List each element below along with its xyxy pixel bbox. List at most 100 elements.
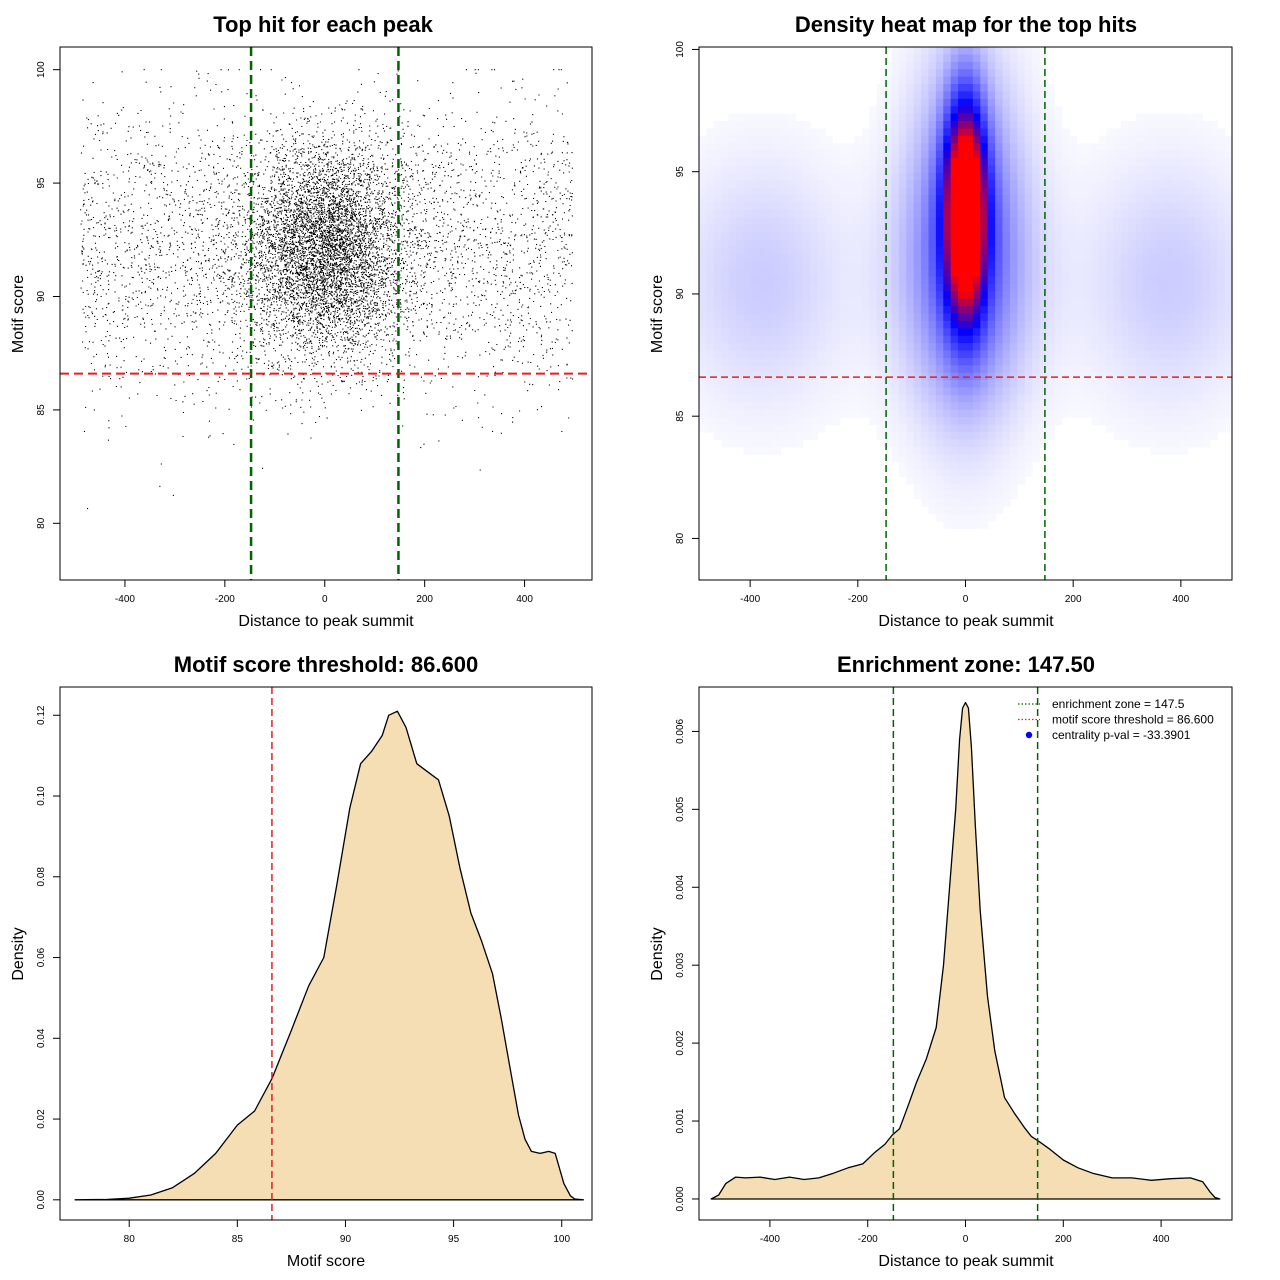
heatmap-cell [795,261,804,270]
score-density-y-tick-label: 0.00 [36,1190,47,1210]
heatmap-cell [1054,313,1063,322]
scatter-plot-frame [59,46,593,581]
heatmap-cell [1120,195,1129,204]
heatmap-cell [787,195,796,204]
heatmap-cell [832,187,841,196]
heatmap-cell [1143,165,1152,174]
heatmap-cell [699,402,707,411]
heatmap-cell [810,150,819,159]
heatmap-cell [1187,232,1196,241]
heatmap-cell [1128,283,1137,292]
heatmap-cell [1150,276,1159,285]
heatmap-cell [869,165,878,174]
heatmap-cell [854,224,863,233]
heatmap-cell [987,269,996,278]
heatmap-cell [943,202,952,211]
heatmap-cell [972,143,981,152]
heatmap-cell [1157,394,1166,403]
heatmap-cell [1172,380,1181,389]
heatmap-cell [854,380,863,389]
heatmap-cell [1032,446,1041,455]
heatmap-cell [839,320,848,329]
heatmap-cell [706,217,715,226]
heatmap-cell [958,217,967,226]
heatmap-cell [1187,380,1196,389]
distance-density-x-tick-label: -200 [858,1234,878,1245]
heatmap-cell [884,165,893,174]
heatmap-cell [721,187,730,196]
heatmap-cell [854,209,863,218]
heatmap-cell [847,343,856,352]
heatmap-cell [1157,232,1166,241]
heatmap-cell [1165,431,1174,440]
heatmap-cell [743,357,752,366]
heatmap-cell [869,350,878,359]
scatter-point [80,69,574,510]
heatmap-cell [972,202,981,211]
heatmap-cell [1180,380,1189,389]
heatmap-cell [773,350,782,359]
heatmap-cell [913,461,922,470]
heatmap-cell [1024,143,1033,152]
heatmap-cell [987,476,996,485]
heatmap-cell [787,320,796,329]
heatmap-cell [935,47,944,55]
heatmap-cell [1180,172,1189,181]
heatmap-cell [913,328,922,337]
heatmap-cell [1224,417,1233,426]
heatmap-cell [1091,276,1100,285]
heatmap-cell [1224,261,1233,270]
heatmap-cell [1054,335,1063,344]
heatmap-cell [817,172,826,181]
heatmap-cell [958,232,967,241]
heatmap-cell [987,143,996,152]
heatmap-cell [832,417,841,426]
heatmap-cell [884,439,893,448]
heatmap-cell [765,387,774,396]
heatmap-cell [1209,365,1218,374]
heatmap-cell [1224,298,1233,307]
heatmap-cell [1076,261,1085,270]
heatmap-cell [921,350,930,359]
scatter-title: Top hit for each peak [213,12,433,37]
heatmap-cell [913,283,922,292]
heatmap-cell [713,232,722,241]
heatmap-cell [1002,306,1011,315]
heatmap-cell [898,202,907,211]
heatmap-cell [891,350,900,359]
heatmap-cell [913,439,922,448]
heatmap-cell [958,372,967,381]
heatmap-cell [898,54,907,63]
heatmap-cell [706,269,715,278]
heatmap-cell [824,357,833,366]
heatmap-cell [876,180,885,189]
heatmap-cell [898,402,907,411]
heatmap-cell [972,128,981,137]
heatmap-cell [750,365,759,374]
heatmap-cell [1113,202,1122,211]
heatmap-cell [721,246,730,255]
heatmap-cell [1009,439,1018,448]
heatmap-cell [869,180,878,189]
heatmap-cell [1039,298,1048,307]
heatmap-cell [972,217,981,226]
heatmap-cell [795,135,804,144]
heatmap-cell [1120,357,1129,366]
heatmap-cell [773,135,782,144]
heatmap-cell [980,187,989,196]
heatmap-cell [869,143,878,152]
heatmap-cell [1187,254,1196,263]
heatmap-cell [1194,187,1203,196]
heatmap-cell [884,143,893,152]
heatmap-cell [787,350,796,359]
heatmap-cell [1069,135,1078,144]
heatmap-cell [972,165,981,174]
heatmap-cell [913,61,922,70]
heatmap-cell [995,195,1004,204]
heatmap-cell [787,291,796,300]
heatmap-cell [1224,409,1233,418]
heatmap-cell [1083,283,1092,292]
heatmap-cell [1083,276,1092,285]
heatmap-cell [713,180,722,189]
heatmap-cell [787,128,796,137]
